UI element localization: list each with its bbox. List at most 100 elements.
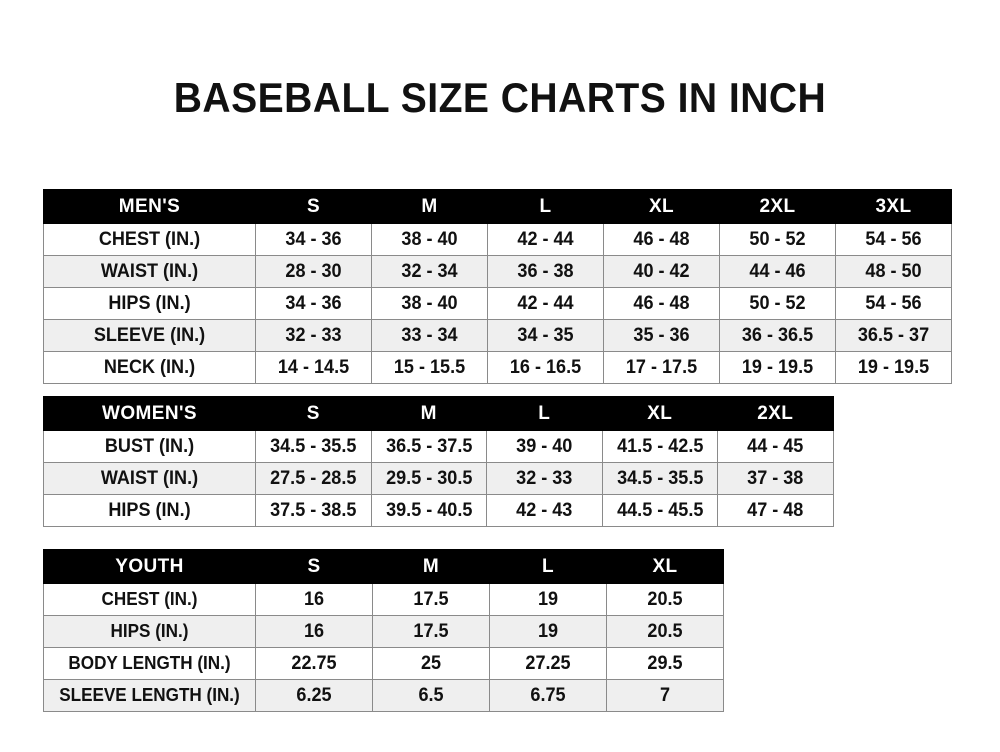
measurement-cell: 27.25 [489,647,607,680]
womens-size-header-m: M [370,396,487,431]
table-row: NECK (IN.) 14 - 14.5 15 - 15.5 16 - 16.5 17 … [43,351,952,384]
mens-row-label: NECK (IN.) [43,351,256,384]
measurement-value: 46 - 48 [633,228,690,250]
mens-category-header: MEN'S [43,189,256,224]
measurement-cell: 36.5 - 37.5 [370,430,487,463]
measurement-cell: 44 - 45 [717,430,834,463]
measurement-cell: 38 - 40 [371,287,488,320]
table-row: BUST (IN.) 34.5 - 35.5 36.5 - 37.5 39 - 40 4… [43,430,834,463]
measurement-cell: 6.5 [372,679,490,712]
row-label-text: BUST (IN.) [104,435,195,457]
measurement-value: 42 - 44 [517,292,574,314]
row-label-text: WAIST (IN.) [100,260,199,282]
measurement-value: 32 - 33 [516,467,573,489]
measurement-value: 6.5 [418,684,444,706]
measurement-cell: 36.5 - 37 [835,319,952,352]
measurement-cell: 22.75 [255,647,373,680]
measurement-cell: 36 - 36.5 [719,319,836,352]
mens-row-label: SLEEVE (IN.) [43,319,256,352]
measurement-value: 25 [420,652,442,674]
measurement-cell: 34 - 36 [255,223,372,256]
youth-size-header-xl: XL [606,549,724,584]
womens-size-header-xl: XL [601,396,718,431]
measurement-value: 32 - 33 [285,324,342,346]
measurement-cell: 35 - 36 [603,319,720,352]
measurement-cell: 19 - 19.5 [719,351,836,384]
womens-category-header: WOMEN'S [43,396,256,431]
measurement-cell: 44 - 46 [719,255,836,288]
measurement-cell: 39 - 40 [486,430,603,463]
measurement-cell: 54 - 56 [835,287,952,320]
measurement-value: 39.5 - 40.5 [385,499,472,521]
measurement-cell: 42 - 43 [486,494,603,527]
measurement-cell: 16 [255,583,373,616]
measurement-value: 33 - 34 [401,324,458,346]
measurement-cell: 50 - 52 [719,287,836,320]
measurement-cell: 16 - 16.5 [487,351,604,384]
measurement-cell: 25 [372,647,490,680]
measurement-cell: 47 - 48 [717,494,834,527]
womens-size-header-2xl: 2XL [717,396,834,431]
measurement-value: 19 [537,620,559,642]
mens-size-header-s: S [255,189,372,224]
measurement-value: 37 - 38 [747,467,804,489]
mens-row-label: WAIST (IN.) [43,255,256,288]
row-label-text: CHEST (IN.) [101,589,198,609]
womens-row-label: BUST (IN.) [43,430,256,463]
measurement-value: 34 - 36 [285,228,342,250]
youth-row-label: BODY LENGTH (IN.) [43,647,256,680]
measurement-cell: 17.5 [372,615,490,648]
womens-size-header-l: L [486,396,603,431]
measurement-cell: 50 - 52 [719,223,836,256]
measurement-value: 20.5 [647,588,683,610]
measurement-value: 34 - 36 [285,292,342,314]
measurement-value: 15 - 15.5 [393,356,466,378]
row-label-text: CHEST (IN.) [98,228,201,250]
measurement-cell: 7 [606,679,724,712]
measurement-cell: 42 - 44 [487,287,604,320]
measurement-cell: 42 - 44 [487,223,604,256]
measurement-value: 50 - 52 [749,228,806,250]
womens-row-label: WAIST (IN.) [43,462,256,495]
measurement-value: 36 - 38 [517,260,574,282]
measurement-value: 42 - 44 [517,228,574,250]
measurement-value: 54 - 56 [865,292,922,314]
measurement-value: 17 - 17.5 [625,356,698,378]
measurement-cell: 33 - 34 [371,319,488,352]
measurement-value: 54 - 56 [865,228,922,250]
measurement-value: 48 - 50 [865,260,922,282]
mens-size-header-2xl: 2XL [719,189,836,224]
table-row: WAIST (IN.) 27.5 - 28.5 29.5 - 30.5 32 - 33… [43,462,834,495]
row-label-text: SLEEVE (IN.) [93,324,206,346]
measurement-cell: 20.5 [606,615,724,648]
measurement-value: 19 [537,588,559,610]
mens-size-header-m: M [371,189,488,224]
mens-size-header-xl: XL [603,189,720,224]
measurement-cell: 19 [489,615,607,648]
table-row: CHEST (IN.) 16 17.5 19 20.5 [43,583,724,616]
table-row: SLEEVE LENGTH (IN.) 6.25 6.5 6.75 7 [43,679,724,712]
table-row: CHEST (IN.) 34 - 36 38 - 40 42 - 44 46 - 48 5… [43,223,952,256]
youth-size-header-l: L [489,549,607,584]
youth-size-table: YOUTH S M L XL CHEST (IN.) 16 17.5 19 20.5 HIPS (I… [43,549,724,712]
youth-category-header: YOUTH [43,549,256,584]
measurement-cell: 34.5 - 35.5 [255,430,372,463]
row-label-text: BODY LENGTH (IN.) [68,653,231,673]
measurement-cell: 29.5 [606,647,724,680]
measurement-cell: 46 - 48 [603,287,720,320]
measurement-value: 46 - 48 [633,292,690,314]
womens-row-label: HIPS (IN.) [43,494,256,527]
row-label-text: HIPS (IN.) [108,499,191,521]
mens-size-header-3xl: 3XL [835,189,952,224]
measurement-cell: 34 - 36 [255,287,372,320]
measurement-cell: 19 [489,583,607,616]
measurement-value: 38 - 40 [401,292,458,314]
mens-row-label: CHEST (IN.) [43,223,256,256]
measurement-value: 36 - 36.5 [741,324,814,346]
measurement-cell: 19 - 19.5 [835,351,952,384]
measurement-value: 29.5 [647,652,683,674]
table-row: BODY LENGTH (IN.) 22.75 25 27.25 29.5 [43,647,724,680]
measurement-value: 44 - 46 [749,260,806,282]
measurement-cell: 48 - 50 [835,255,952,288]
measurement-cell: 14 - 14.5 [255,351,372,384]
